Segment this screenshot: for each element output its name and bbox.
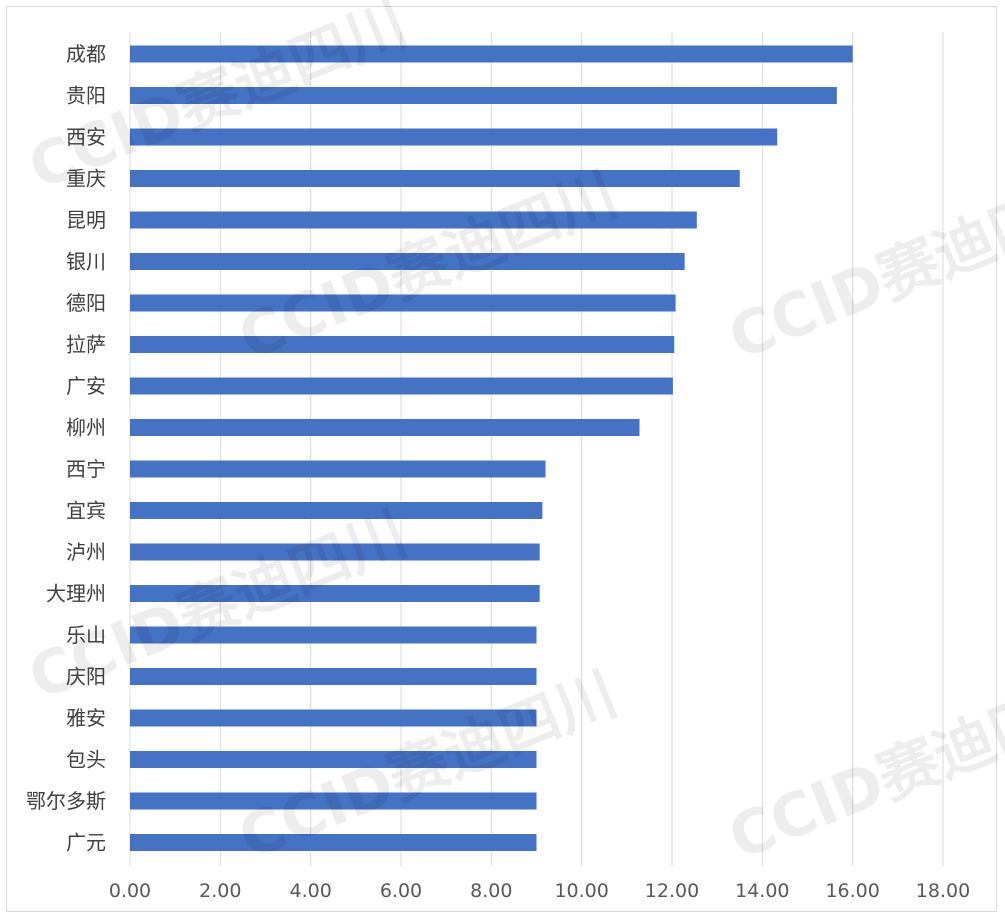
x-tick-label: 0.00 (109, 880, 151, 902)
category-label: 雅安 (66, 706, 106, 730)
category-label: 广元 (66, 831, 106, 855)
bar (130, 543, 540, 561)
bar (130, 834, 537, 851)
x-tick-label: 14.00 (735, 880, 789, 902)
bar (130, 751, 537, 768)
category-label: 包头 (66, 748, 106, 772)
bar (130, 45, 853, 63)
bar (130, 294, 676, 312)
category-label: 成都 (66, 42, 106, 66)
x-tick-label: 8.00 (470, 880, 512, 902)
x-tick-label: 12.00 (645, 880, 699, 902)
category-label: 乐山 (66, 623, 106, 647)
category-label: 柳州 (66, 416, 106, 440)
label-layer: 0.00 2.00 4.00 6.00 8.00 10.00 12.00 14.00 16.00… (26, 42, 970, 902)
bar (130, 211, 697, 229)
x-tick-label: 18.00 (916, 880, 970, 902)
category-label: 德阳 (66, 291, 106, 315)
category-label: 拉萨 (66, 333, 106, 357)
bar (130, 419, 640, 436)
category-label: 广安 (66, 374, 106, 398)
bar (130, 460, 546, 478)
category-label: 西安 (66, 125, 106, 149)
bar (130, 377, 673, 395)
category-label: 庆阳 (66, 665, 106, 689)
bar (130, 253, 685, 270)
bar (130, 668, 537, 685)
category-label: 重庆 (66, 167, 106, 191)
bar (130, 585, 540, 602)
x-tick-label: 16.00 (825, 880, 879, 902)
category-label: 昆明 (66, 208, 106, 232)
bar (130, 792, 537, 810)
category-label: 西宁 (66, 457, 106, 481)
bar (130, 170, 740, 187)
bar (130, 626, 537, 644)
x-tick-label: 2.00 (199, 880, 241, 902)
category-label: 贵阳 (66, 84, 106, 108)
x-tick-label: 6.00 (380, 880, 422, 902)
x-tick-label: 10.00 (554, 880, 608, 902)
bar-layer (130, 45, 853, 851)
x-tick-label: 4.00 (290, 880, 332, 902)
category-label: 泸州 (66, 540, 106, 564)
bar (130, 502, 543, 519)
category-label: 大理州 (46, 582, 106, 606)
bar (130, 87, 837, 104)
bar (130, 128, 778, 146)
bar (130, 336, 675, 353)
bar (130, 709, 537, 727)
category-label: 鄂尔多斯 (26, 789, 106, 813)
category-label: 银川 (66, 250, 106, 274)
category-label: 宜宾 (66, 499, 106, 523)
